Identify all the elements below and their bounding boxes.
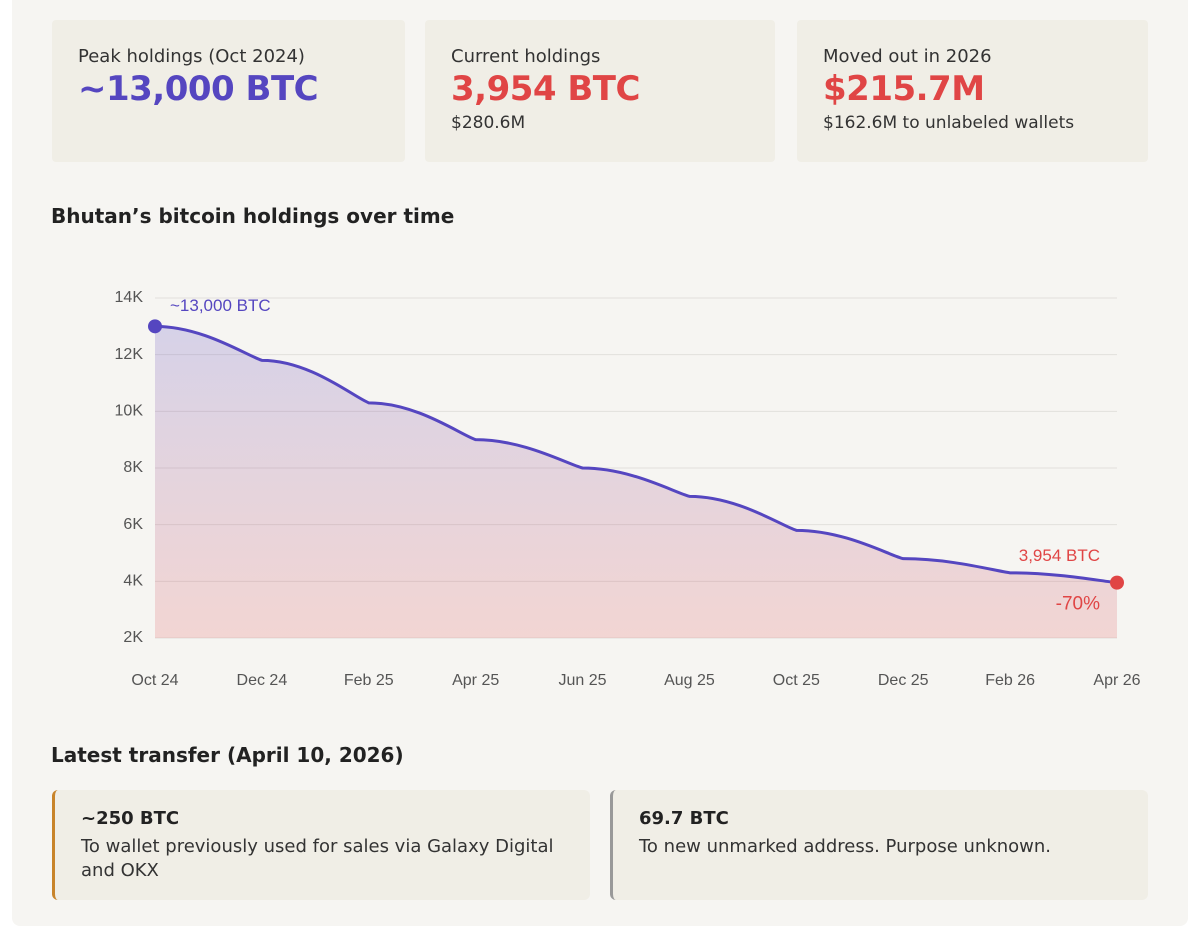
y-tick-label: 2K [123, 629, 143, 646]
stat-value: 3,954 BTC [451, 69, 640, 109]
stat-label: Peak holdings (Oct 2024) [78, 46, 305, 67]
x-tick-label: Apr 25 [452, 672, 499, 689]
y-tick-label: 14K [115, 289, 144, 306]
y-tick-label: 10K [115, 403, 144, 420]
stat-label: Current holdings [451, 46, 601, 67]
transfer-text: To wallet previously used for sales via … [81, 836, 554, 881]
stat-card: Current holdings 3,954 BTC $280.6M [425, 20, 775, 162]
x-tick-label: Jun 25 [559, 672, 607, 689]
x-tick-label: Aug 25 [664, 672, 715, 689]
stat-card: Moved out in 2026 $215.7M $162.6M to unl… [797, 20, 1148, 162]
transfer-card: ~250 BTC To wallet previously used for s… [52, 790, 590, 900]
stat-value: $215.7M [823, 69, 985, 109]
x-tick-label: Dec 25 [878, 672, 929, 689]
transfer-text: To new unmarked address. Purpose unknown… [639, 836, 1052, 857]
value-label: 3,954 BTC [1019, 546, 1100, 565]
stat-label: Moved out in 2026 [823, 46, 992, 67]
transfer-amount: ~250 BTC [81, 808, 180, 829]
end-point [1110, 575, 1124, 590]
start-point [148, 319, 162, 334]
x-tick-label: Feb 25 [344, 672, 394, 689]
y-tick-label: 4K [123, 573, 143, 590]
x-tick-label: Oct 25 [773, 672, 820, 689]
x-tick-label: Feb 26 [985, 672, 1035, 689]
stat-card: Peak holdings (Oct 2024) ~13,000 BTC [52, 20, 405, 162]
stat-sub: $162.6M to unlabeled wallets [823, 113, 1075, 133]
y-tick-label: 6K [123, 516, 143, 533]
transfer-amount: 69.7 BTC [639, 808, 729, 829]
value-label: ~13,000 BTC [170, 296, 271, 315]
area [155, 326, 1117, 638]
x-tick-label: Apr 26 [1093, 672, 1140, 689]
y-tick-label: 12K [115, 346, 144, 363]
x-tick-label: Oct 24 [131, 672, 178, 689]
chart-title: Bhutan’s bitcoin holdings over time [51, 204, 455, 228]
chart: 2K 4K 6K 8K 10K 12K 14K Oct 24 Dec 24 Feb 25 Apr 2… [115, 289, 1141, 689]
y-tick-label: 8K [123, 459, 143, 476]
line [154, 324, 1118, 585]
x-tick-label: Dec 24 [237, 672, 288, 689]
stat-value: ~13,000 BTC [78, 69, 319, 109]
transfer-card: 69.7 BTC To new unmarked address. Purpos… [610, 790, 1148, 900]
annotation: -70% [1056, 594, 1100, 615]
section-title: Latest transfer (April 10, 2026) [51, 743, 404, 767]
stat-sub: $280.6M [451, 113, 526, 133]
